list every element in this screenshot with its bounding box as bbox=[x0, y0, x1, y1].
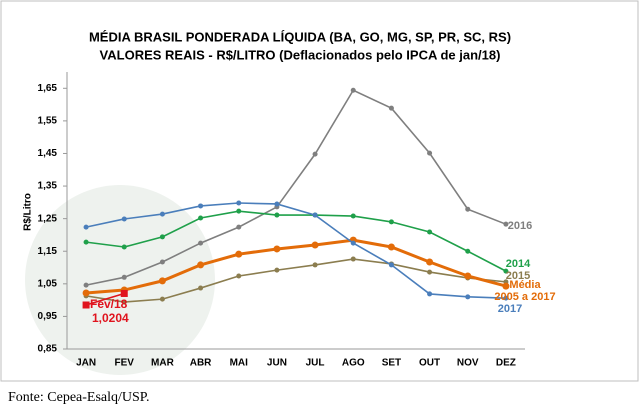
series-line bbox=[85, 89, 507, 286]
point bbox=[312, 212, 318, 218]
point bbox=[83, 224, 89, 230]
point bbox=[82, 301, 90, 309]
point bbox=[311, 241, 319, 249]
legend-label: 2017 bbox=[497, 303, 523, 315]
legend-label: 2016 bbox=[507, 220, 533, 232]
point bbox=[198, 240, 204, 246]
point bbox=[121, 274, 127, 280]
y-tick-label: 1,35 bbox=[38, 181, 58, 192]
point bbox=[235, 250, 243, 258]
x-tick-label: MAI bbox=[230, 358, 249, 369]
point bbox=[274, 212, 280, 218]
x-tick-label: JUL bbox=[306, 358, 325, 369]
y-tick-label: 1,55 bbox=[38, 116, 58, 127]
y-tick-label: 0,95 bbox=[38, 311, 58, 322]
point bbox=[82, 289, 90, 297]
point bbox=[83, 239, 89, 245]
y-tick-label: 0,85 bbox=[38, 344, 58, 355]
series-line bbox=[85, 258, 506, 303]
x-tick-label: FEV bbox=[115, 358, 135, 369]
point bbox=[121, 244, 127, 250]
point bbox=[312, 262, 318, 268]
point bbox=[427, 291, 433, 297]
x-tick-label: ABR bbox=[190, 358, 212, 369]
x-tick-label: JUN bbox=[267, 358, 287, 369]
series-line bbox=[85, 202, 506, 299]
point bbox=[159, 211, 165, 217]
point bbox=[502, 282, 510, 290]
point bbox=[198, 215, 204, 221]
point bbox=[465, 206, 471, 212]
series-line bbox=[85, 210, 507, 272]
y-tick-label: 1,25 bbox=[38, 213, 58, 224]
x-tick-label: OUT bbox=[419, 358, 440, 369]
point bbox=[273, 245, 281, 253]
point bbox=[465, 248, 471, 254]
point bbox=[350, 240, 356, 246]
x-tick-label: AGO bbox=[342, 358, 365, 369]
x-tick-label: MAR bbox=[151, 358, 175, 369]
annotation: 1,0204 bbox=[92, 311, 129, 325]
point bbox=[426, 258, 434, 266]
point bbox=[159, 234, 165, 240]
point bbox=[464, 272, 472, 280]
chart-subtitle: VALORES REAIS - R$/LITRO (Deflacionados … bbox=[100, 47, 501, 62]
point bbox=[350, 87, 356, 93]
chart-title: MÉDIA BRASIL PONDERADA LÍQUIDA (BA, GO, … bbox=[89, 29, 511, 44]
point bbox=[387, 243, 395, 251]
point bbox=[274, 267, 280, 273]
x-tick-label: SET bbox=[382, 358, 401, 369]
annotation: Fev/18 bbox=[90, 297, 128, 311]
y-tick-label: 1,65 bbox=[38, 83, 58, 94]
x-tick-label: JAN bbox=[76, 358, 96, 369]
point bbox=[197, 261, 205, 269]
point bbox=[198, 285, 204, 291]
legend-label: 2014 bbox=[505, 258, 531, 270]
point bbox=[465, 294, 471, 300]
point bbox=[503, 221, 509, 227]
point bbox=[427, 229, 433, 235]
point bbox=[388, 105, 394, 111]
source: Fonte: Cepea-Esalq/USP. bbox=[8, 390, 150, 405]
point bbox=[83, 282, 89, 288]
point bbox=[198, 203, 204, 209]
point bbox=[121, 299, 127, 305]
point bbox=[427, 269, 433, 275]
point bbox=[236, 208, 242, 214]
point bbox=[427, 150, 433, 156]
point bbox=[503, 295, 509, 301]
point bbox=[388, 219, 394, 225]
x-tick-label: NOV bbox=[457, 358, 479, 369]
point bbox=[350, 256, 356, 262]
point bbox=[350, 213, 356, 219]
point bbox=[236, 273, 242, 279]
point bbox=[121, 216, 127, 222]
point bbox=[312, 151, 318, 157]
decoration bbox=[25, 185, 215, 375]
point bbox=[159, 296, 165, 302]
y-axis-label: R$/Litro bbox=[23, 193, 34, 231]
point bbox=[159, 259, 165, 265]
chart: MÉDIA BRASIL PONDERADA LÍQUIDA (BA, GO, … bbox=[0, 0, 639, 382]
point bbox=[236, 224, 242, 230]
y-tick-label: 1,15 bbox=[38, 246, 58, 257]
series-line bbox=[85, 292, 125, 306]
legend-label: Média 2005 a 2017 bbox=[494, 279, 556, 303]
y-tick-label: 1,05 bbox=[38, 278, 58, 289]
point bbox=[503, 268, 509, 274]
x-tick-label: DEZ bbox=[496, 358, 516, 369]
point bbox=[388, 262, 394, 268]
point bbox=[274, 201, 280, 207]
point bbox=[236, 200, 242, 206]
point bbox=[158, 277, 166, 285]
series-line bbox=[85, 238, 507, 295]
point bbox=[120, 289, 128, 297]
y-tick-label: 1,45 bbox=[38, 148, 58, 159]
legend-label: 2015 bbox=[505, 270, 531, 282]
